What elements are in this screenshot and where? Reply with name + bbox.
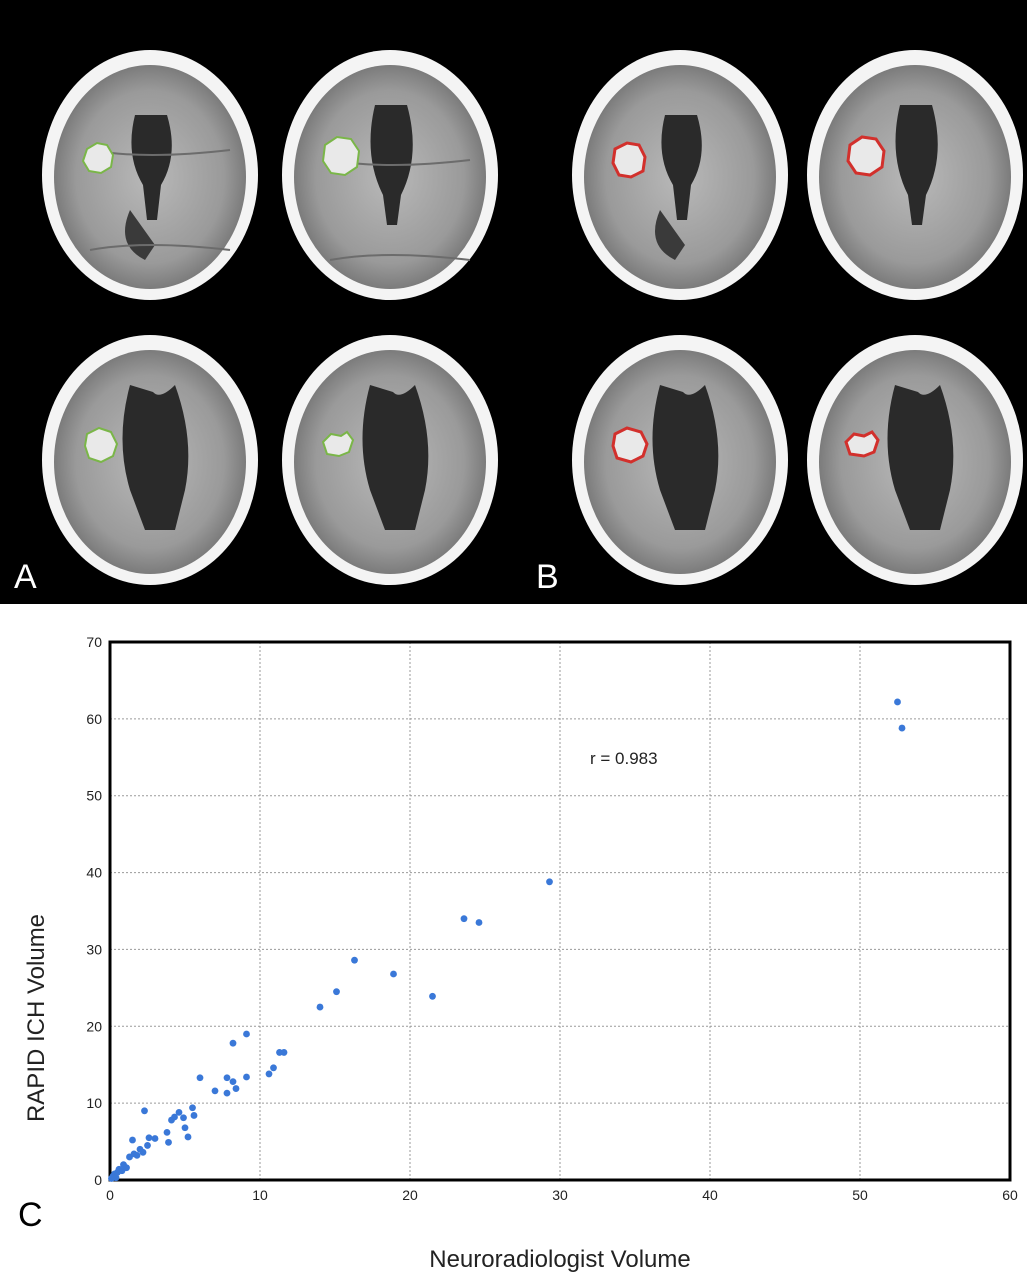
data-point <box>265 1070 273 1078</box>
x-tick-label: 10 <box>252 1187 268 1203</box>
hemorrhage-outline <box>611 426 649 464</box>
hemorrhage-outline <box>844 430 880 458</box>
data-point <box>123 1164 130 1172</box>
y-tick-label: 60 <box>86 711 102 727</box>
panel-label-a: A <box>14 558 37 596</box>
data-point <box>333 988 340 996</box>
data-point <box>181 1124 189 1132</box>
ct-scan-a-1 <box>42 50 258 300</box>
data-point <box>243 1030 250 1038</box>
panel-label-b: B <box>536 558 559 596</box>
data-point <box>190 1112 198 1119</box>
data-point <box>163 1128 171 1136</box>
data-point <box>223 1074 231 1082</box>
data-point <box>144 1142 151 1149</box>
x-axis-title: Neuroradiologist Volume <box>429 1246 690 1273</box>
ct-scan-b-1 <box>572 50 788 300</box>
data-point <box>211 1087 219 1095</box>
data-point <box>151 1135 159 1142</box>
y-tick-label: 30 <box>86 941 102 957</box>
scatter-chart: 0 10 20 30 40 50 60 0 10 20 30 40 50 60 70 r = 0.983 N… <box>23 634 1018 1273</box>
hemorrhage-outline <box>321 430 355 458</box>
ct-scan-a-4 <box>282 335 498 585</box>
y-tick-label: 20 <box>86 1018 102 1034</box>
data-point <box>184 1133 192 1141</box>
hemorrhage-outline <box>321 135 361 177</box>
data-point <box>189 1104 196 1112</box>
data-point <box>546 878 553 886</box>
panel-label-c: C <box>18 1196 43 1234</box>
data-point <box>196 1074 204 1082</box>
data-point <box>223 1089 231 1097</box>
data-point <box>351 956 358 964</box>
y-tick-label: 10 <box>86 1095 102 1111</box>
data-point <box>175 1108 183 1116</box>
data-point <box>229 1078 237 1086</box>
data-point <box>270 1064 277 1072</box>
data-point <box>133 1152 141 1159</box>
data-point <box>171 1113 178 1121</box>
x-tick-label: 0 <box>106 1187 114 1203</box>
data-point <box>280 1049 288 1056</box>
hemorrhage-outline <box>846 135 886 177</box>
x-tick-label: 20 <box>402 1187 418 1203</box>
x-tick-label: 40 <box>702 1187 718 1203</box>
plot-frame <box>108 640 1012 1182</box>
data-point <box>460 915 468 923</box>
ct-scan-b-3 <box>572 335 788 585</box>
hemorrhage-outline <box>611 141 647 179</box>
data-point <box>145 1134 153 1142</box>
ct-scan-panel: A B <box>0 0 1027 604</box>
y-tick-label: 70 <box>86 634 102 650</box>
data-point <box>165 1138 172 1146</box>
y-tick-label: 0 <box>94 1172 102 1188</box>
data-point <box>139 1148 147 1156</box>
data-point <box>141 1107 148 1115</box>
hemorrhage-outline <box>83 426 119 464</box>
data-point <box>894 698 901 706</box>
data-point <box>390 970 397 978</box>
x-tick-label: 60 <box>1002 1187 1018 1203</box>
ct-scan-a-3 <box>42 335 258 585</box>
ct-scan-a-2 <box>282 50 498 300</box>
data-point <box>243 1073 250 1081</box>
data-point <box>232 1085 240 1092</box>
data-point <box>316 1003 324 1011</box>
y-axis-title: RAPID ICH Volume <box>23 914 50 1122</box>
hemorrhage-outline <box>81 141 115 175</box>
ct-scan-b-2 <box>807 50 1023 300</box>
data-points <box>108 698 906 1182</box>
y-tick-label: 50 <box>86 788 102 804</box>
data-point <box>898 724 906 732</box>
data-point <box>112 1174 120 1182</box>
correlation-annotation: r = 0.983 <box>590 749 658 768</box>
data-point <box>475 919 483 926</box>
data-point <box>129 1136 136 1144</box>
grid <box>110 642 1010 1180</box>
data-point <box>429 992 436 1000</box>
x-tick-label: 50 <box>852 1187 868 1203</box>
ct-scan-b-4 <box>807 335 1023 585</box>
data-point <box>180 1114 187 1122</box>
data-point <box>229 1039 237 1047</box>
tick-labels: 0 10 20 30 40 50 60 0 10 20 30 40 50 60 70 <box>86 634 1018 1203</box>
x-tick-label: 30 <box>552 1187 568 1203</box>
y-tick-label: 40 <box>86 865 102 881</box>
